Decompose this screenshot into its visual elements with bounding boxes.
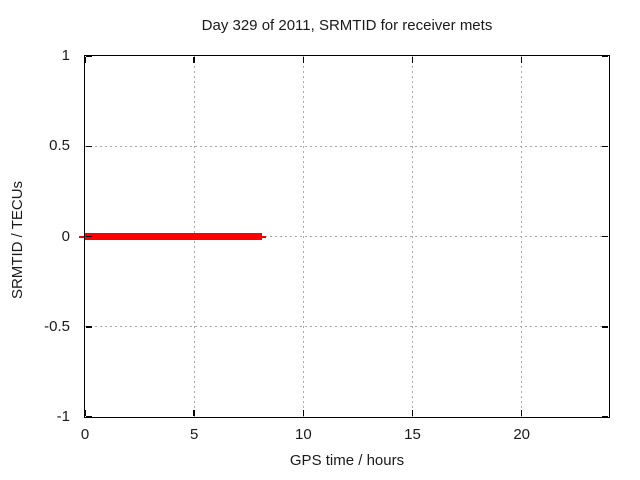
y-tick-left [86,235,92,238]
x-tick-label: 15 [404,426,421,443]
data-series-line [85,233,262,240]
y-tick-right [602,55,608,57]
x-tick-top [84,57,86,63]
x-tick-label: 10 [294,426,312,443]
y-tick-label: -0.5 [44,317,70,335]
chart-title: Day 329 of 2011, SRMTID for receiver met… [201,17,493,34]
y-tick-left [86,55,92,57]
y-tick-label: 1 [61,47,70,64]
y-tick-left [86,416,92,418]
y-tick-right [602,416,608,418]
y-tick-right [602,235,608,238]
x-tick-label: 5 [189,426,199,443]
y-tick-left [86,145,92,147]
y-tick-label: 0 [61,227,70,245]
x-tick-bottom [411,410,414,416]
x-tick-bottom [84,410,86,416]
y-gridline [85,145,609,147]
y-tick-right [602,326,608,328]
x-tick-bottom [302,410,305,416]
x-tick-bottom [193,410,195,416]
x-tick-label: 20 [513,426,530,443]
x-tick-top [411,57,414,63]
y-tick-left [86,326,92,328]
x-tick-label: 0 [80,426,90,443]
x-axis-label: GPS time / hours [289,452,405,469]
x-tick-bottom [520,410,523,416]
x-tick-top [302,57,305,63]
y-gridline [85,236,609,237]
y-tick-right [602,145,608,147]
x-tick-top [520,57,523,63]
plot-border [84,55,610,418]
y-tick-label: 0.5 [49,137,70,155]
x-tick-top [193,57,195,63]
y-gridline [85,326,609,328]
y-tick-label: -1 [56,408,70,425]
